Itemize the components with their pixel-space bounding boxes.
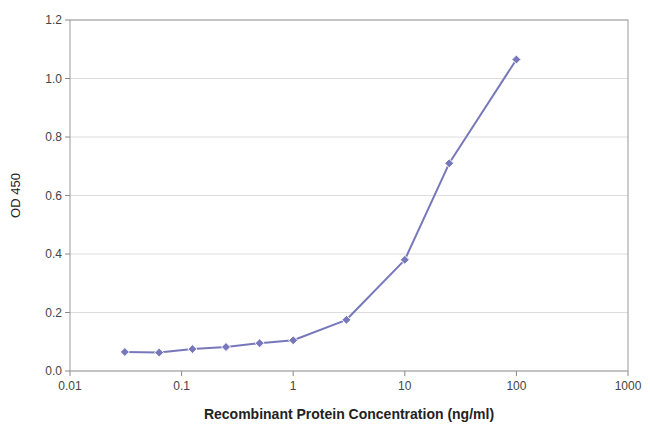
x-tick-label: 0.1 — [173, 379, 190, 393]
x-tick-label: 0.01 — [58, 379, 82, 393]
y-tick-label: 0.6 — [45, 189, 62, 203]
grid — [70, 20, 628, 371]
y-tick-label: 0.8 — [45, 130, 62, 144]
plot-frame — [70, 20, 628, 371]
y-tick-label: 1.2 — [45, 13, 62, 27]
point — [155, 348, 164, 357]
y-axis-label: OD 450 — [8, 173, 23, 218]
x-axis-label: Recombinant Protein Concentration (ng/ml… — [204, 406, 494, 422]
x-tick — [628, 371, 629, 376]
grid-line — [70, 195, 628, 196]
y-tick — [65, 195, 70, 196]
point — [289, 336, 298, 345]
line — [125, 59, 517, 352]
y-tick-label: 0.4 — [45, 247, 62, 261]
x-tick-label: 10 — [398, 379, 412, 393]
grid-line — [70, 312, 628, 313]
point — [120, 347, 129, 356]
point — [255, 339, 264, 348]
x-tick — [516, 371, 517, 376]
point — [400, 255, 409, 264]
point — [222, 343, 231, 352]
grid-line — [70, 254, 628, 255]
grid-line — [70, 137, 628, 138]
x-tick-label: 1000 — [615, 379, 642, 393]
point — [342, 315, 351, 324]
y-tick — [65, 137, 70, 138]
y-tick — [65, 20, 70, 21]
y-tick-label: 0.0 — [45, 364, 62, 378]
x-tick — [404, 371, 405, 376]
plot-area — [120, 55, 521, 357]
x-tick — [70, 371, 71, 376]
grid-line — [70, 78, 628, 79]
point — [445, 159, 454, 168]
y-tick — [65, 371, 70, 372]
y-tick — [65, 78, 70, 79]
point — [188, 345, 197, 354]
y-tick-label: 0.2 — [45, 306, 62, 320]
x-tick — [293, 371, 294, 376]
x-tick-label: 1 — [290, 379, 297, 393]
y-tick-label: 1.0 — [45, 72, 62, 86]
y-tick — [65, 254, 70, 255]
point — [512, 55, 521, 64]
y-tick — [65, 312, 70, 313]
x-tick-label: 100 — [506, 379, 526, 393]
x-tick — [181, 371, 182, 376]
